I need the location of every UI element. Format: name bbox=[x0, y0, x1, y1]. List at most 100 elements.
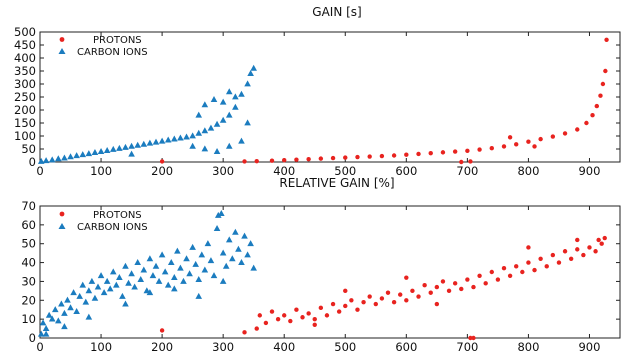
x-tick-label: 700 bbox=[456, 164, 478, 178]
carbon-ions-point bbox=[73, 152, 80, 159]
carbon-ions-point bbox=[155, 277, 163, 284]
protons-point bbox=[385, 290, 391, 295]
y-tick-label: 30 bbox=[21, 274, 36, 288]
protons-point bbox=[562, 131, 568, 136]
carbon-ions-point bbox=[97, 272, 105, 279]
protons-point bbox=[318, 305, 324, 311]
protons-point bbox=[282, 157, 287, 163]
protons-point bbox=[306, 311, 311, 316]
protons-point bbox=[410, 288, 415, 294]
protons-point bbox=[489, 146, 494, 151]
carbon-ions-point bbox=[37, 330, 45, 337]
carbon-ions-point bbox=[113, 281, 120, 288]
carbon-ions-point bbox=[158, 137, 166, 144]
x-tick-label: 900 bbox=[578, 340, 600, 352]
protons-point bbox=[440, 279, 446, 284]
legend-marker-carbon-ions bbox=[58, 48, 66, 54]
carbon-ions-point bbox=[219, 116, 227, 123]
legend-relative-gain: PROTONS CARBON IONS bbox=[58, 210, 148, 233]
protons-point bbox=[282, 313, 287, 318]
protons-point bbox=[404, 298, 409, 303]
carbon-ions-point bbox=[103, 277, 111, 284]
carbon-ions-point bbox=[70, 289, 77, 296]
carbon-ions-point bbox=[48, 315, 56, 322]
protons-point bbox=[324, 313, 330, 318]
protons-point bbox=[477, 147, 482, 152]
carbon-ions-point bbox=[250, 264, 257, 271]
protons-point bbox=[501, 144, 507, 149]
protons-point bbox=[452, 149, 458, 154]
protons-point bbox=[416, 151, 421, 157]
protons-point bbox=[459, 286, 464, 292]
carbon-ions-point bbox=[42, 324, 50, 331]
carbon-ions-point bbox=[183, 255, 190, 262]
carbon-ions-point bbox=[45, 311, 53, 318]
carbon-ions-point bbox=[140, 266, 148, 273]
protons-point bbox=[544, 264, 549, 269]
x-tick-label: 600 bbox=[395, 164, 417, 178]
protons-point bbox=[598, 93, 603, 98]
y-tick-label: 250 bbox=[14, 90, 36, 104]
carbon-ions-point bbox=[214, 211, 222, 218]
y-tick-label: 50 bbox=[21, 142, 36, 156]
protons-point bbox=[318, 156, 324, 161]
protons-point bbox=[294, 157, 299, 162]
carbon-ions-point bbox=[88, 277, 96, 284]
protons-point bbox=[391, 153, 397, 158]
protons-point bbox=[355, 307, 360, 312]
protons-point bbox=[269, 158, 275, 163]
carbon-ions-point bbox=[146, 289, 154, 296]
protons-point bbox=[603, 68, 608, 74]
carbon-ions-point bbox=[55, 317, 62, 324]
protons-point bbox=[596, 237, 601, 243]
carbon-ions-point bbox=[61, 323, 68, 330]
legend-gain: PROTONS CARBON IONS bbox=[58, 35, 148, 58]
carbon-ions-point bbox=[244, 80, 251, 87]
carbon-ions-point bbox=[167, 258, 175, 265]
protons-point bbox=[507, 273, 513, 278]
carbon-ions-point bbox=[55, 155, 62, 162]
carbon-ions-point bbox=[171, 285, 178, 292]
carbon-ions-point bbox=[122, 262, 129, 269]
y-tick-label: 300 bbox=[14, 77, 36, 91]
x-tick-label: 100 bbox=[90, 340, 112, 352]
protons-point bbox=[471, 284, 476, 290]
carbon-ions-point bbox=[67, 304, 74, 311]
carbon-ions-point bbox=[42, 157, 50, 164]
carbon-ions-point bbox=[103, 146, 111, 153]
carbon-ions-point bbox=[131, 283, 138, 290]
protons-point bbox=[312, 322, 317, 327]
carbon-ions-point bbox=[37, 157, 45, 164]
protons-point bbox=[468, 335, 473, 341]
protons-point bbox=[254, 159, 259, 164]
y-tick-label: 500 bbox=[14, 25, 36, 39]
carbon-ions-point bbox=[79, 281, 87, 288]
carbon-ions-point bbox=[109, 145, 117, 152]
protons-point bbox=[428, 290, 433, 295]
protons-point bbox=[379, 153, 385, 159]
carbon-ions-point bbox=[152, 262, 160, 269]
carbon-ions-point bbox=[79, 151, 87, 158]
protons-point bbox=[355, 154, 360, 160]
protons-point bbox=[501, 266, 507, 271]
carbon-ions-point bbox=[210, 96, 218, 102]
carbon-ions-point bbox=[73, 308, 80, 314]
x-tick-label: 200 bbox=[151, 164, 173, 178]
protons-point bbox=[288, 318, 293, 324]
protons-point bbox=[568, 256, 574, 261]
x-tick-label: 400 bbox=[273, 340, 295, 352]
protons-point bbox=[593, 249, 598, 254]
carbon-ions-point bbox=[109, 268, 117, 275]
protons-point bbox=[404, 152, 409, 157]
protons-point bbox=[379, 296, 385, 301]
y-tick-label: 40 bbox=[21, 256, 36, 270]
carbon-ions-point bbox=[189, 142, 196, 149]
carbon-ions-point bbox=[201, 127, 209, 134]
carbon-ions-point bbox=[247, 240, 254, 247]
protons-point bbox=[556, 260, 562, 265]
axis-ticks-gain: 0 100 200 300 400 500 600 700 800 900050100150200… bbox=[14, 25, 620, 178]
protons-point bbox=[404, 275, 409, 280]
carbon-ions-point bbox=[247, 70, 254, 76]
protons-point bbox=[495, 277, 501, 282]
protons-point bbox=[520, 269, 525, 275]
